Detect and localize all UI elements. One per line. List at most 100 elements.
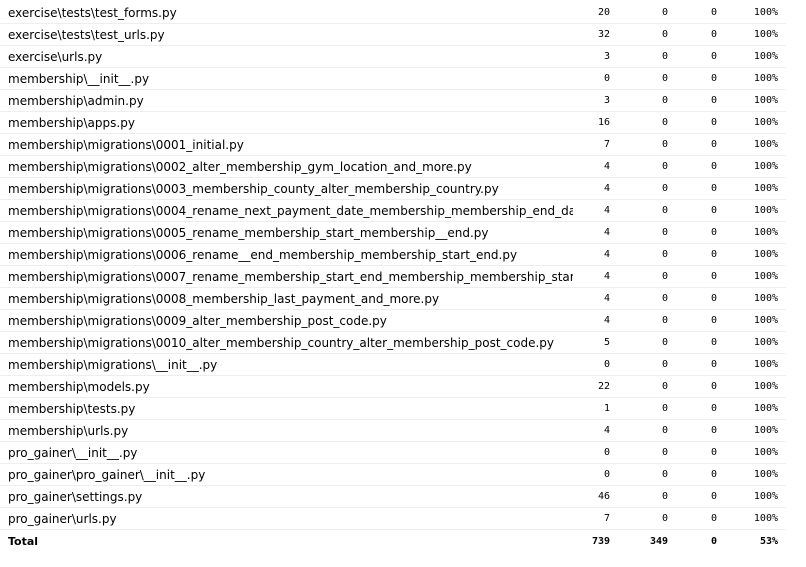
coverage-cell: 100%	[725, 89, 786, 112]
file-name-cell[interactable]: membership\models.py	[0, 375, 573, 398]
file-name-cell[interactable]: membership\migrations\__init__.py	[0, 353, 573, 376]
statements-cell: 4	[573, 221, 618, 244]
excluded-cell: 0	[676, 287, 725, 310]
statements-cell: 7	[573, 507, 618, 530]
statements-cell: 5	[573, 331, 618, 354]
file-name-cell[interactable]: membership\migrations\0005_rename_member…	[0, 221, 573, 244]
total-coverage: 53%	[759, 535, 778, 547]
coverage-cell: 100%	[725, 287, 786, 310]
statements-cell: 0	[573, 67, 618, 90]
table-row: pro_gainer\pro_gainer\__init__.py 0 0 0 100%	[0, 463, 786, 486]
excluded-cell: 0	[676, 2, 725, 24]
file-name-cell[interactable]: pro_gainer\pro_gainer\__init__.py	[0, 463, 573, 486]
missing-cell: 0	[618, 309, 676, 332]
table-row: membership\migrations\0002_alter_members…	[0, 155, 786, 178]
file-name-cell[interactable]: exercise\tests\test_forms.py	[0, 2, 573, 24]
excluded-cell: 0	[676, 23, 725, 46]
coverage-cell: 100%	[725, 485, 786, 508]
file-name-cell[interactable]: membership\admin.py	[0, 89, 573, 112]
excluded-cell: 0	[676, 133, 725, 156]
statements-cell: 4	[573, 155, 618, 178]
file-name-cell[interactable]: membership\migrations\0007_rename_member…	[0, 265, 573, 288]
missing-cell: 0	[618, 89, 676, 112]
missing-cell: 0	[618, 45, 676, 68]
excluded-cell: 0	[676, 331, 725, 354]
table-row: membership\migrations\0006_rename__end_m…	[0, 243, 786, 266]
statements-cell: 4	[573, 309, 618, 332]
statements-cell: 4	[573, 287, 618, 310]
excluded-cell: 0	[676, 507, 725, 530]
file-name-cell[interactable]: pro_gainer\settings.py	[0, 485, 573, 508]
missing-cell: 0	[618, 221, 676, 244]
coverage-cell: 100%	[725, 2, 786, 24]
file-name-cell[interactable]: membership\urls.py	[0, 419, 573, 442]
excluded-cell: 0	[676, 353, 725, 376]
missing-cell: 0	[618, 133, 676, 156]
missing-cell: 0	[618, 287, 676, 310]
total-label: Total	[8, 534, 39, 548]
file-name-cell[interactable]: membership\migrations\0009_alter_members…	[0, 309, 573, 332]
table-row: membership\apps.py 16 0 0 100%	[0, 111, 786, 134]
excluded-cell: 0	[676, 441, 725, 464]
table-row: membership\migrations\0004_rename_next_p…	[0, 199, 786, 222]
statements-cell: 46	[573, 485, 618, 508]
coverage-cell: 100%	[725, 199, 786, 222]
statements-cell: 0	[573, 463, 618, 486]
coverage-cell: 100%	[725, 155, 786, 178]
excluded-cell: 0	[676, 67, 725, 90]
total-missing: 349	[649, 535, 668, 547]
excluded-cell: 0	[676, 155, 725, 178]
table-row: membership\admin.py 3 0 0 100%	[0, 89, 786, 112]
statements-cell: 20	[573, 2, 618, 24]
coverage-cell: 100%	[725, 441, 786, 464]
excluded-cell: 0	[676, 45, 725, 68]
table-row: pro_gainer\__init__.py 0 0 0 100%	[0, 441, 786, 464]
coverage-cell: 100%	[725, 419, 786, 442]
missing-cell: 0	[618, 353, 676, 376]
file-name-cell[interactable]: membership\migrations\0003_membership_co…	[0, 177, 573, 200]
file-name-cell[interactable]: membership\migrations\0004_rename_next_p…	[0, 199, 573, 222]
statements-cell: 4	[573, 265, 618, 288]
missing-cell: 0	[618, 419, 676, 442]
file-name-cell[interactable]: exercise\urls.py	[0, 45, 573, 68]
coverage-cell: 100%	[725, 353, 786, 376]
total-statements: 739	[591, 535, 610, 547]
file-name-cell[interactable]: pro_gainer\__init__.py	[0, 441, 573, 464]
coverage-cell: 100%	[725, 67, 786, 90]
statements-cell: 4	[573, 177, 618, 200]
file-name-cell[interactable]: membership\apps.py	[0, 111, 573, 134]
statements-cell: 32	[573, 23, 618, 46]
excluded-cell: 0	[676, 177, 725, 200]
missing-cell: 0	[618, 485, 676, 508]
table-row: exercise\urls.py 3 0 0 100%	[0, 45, 786, 68]
file-name-cell[interactable]: membership\migrations\0010_alter_members…	[0, 331, 573, 354]
file-name-cell[interactable]: membership\migrations\0001_initial.py	[0, 133, 573, 156]
coverage-cell: 100%	[725, 23, 786, 46]
statements-cell: 1	[573, 397, 618, 420]
statements-cell: 4	[573, 199, 618, 222]
file-name-cell[interactable]: pro_gainer\urls.py	[0, 507, 573, 530]
coverage-cell: 100%	[725, 243, 786, 266]
table-row: pro_gainer\urls.py 7 0 0 100%	[0, 507, 786, 530]
excluded-cell: 0	[676, 89, 725, 112]
file-name-cell[interactable]: membership\migrations\0006_rename__end_m…	[0, 243, 573, 266]
table-row: membership\urls.py 4 0 0 100%	[0, 419, 786, 442]
excluded-cell: 0	[676, 111, 725, 134]
file-name-cell[interactable]: membership\tests.py	[0, 397, 573, 420]
file-name-cell[interactable]: exercise\tests\test_urls.py	[0, 23, 573, 46]
missing-cell: 0	[618, 23, 676, 46]
coverage-cell: 100%	[725, 375, 786, 398]
statements-cell: 4	[573, 243, 618, 266]
excluded-cell: 0	[676, 221, 725, 244]
table-row: pro_gainer\settings.py 46 0 0 100%	[0, 485, 786, 508]
file-name-cell[interactable]: membership\migrations\0002_alter_members…	[0, 155, 573, 178]
excluded-cell: 0	[676, 199, 725, 222]
excluded-cell: 0	[676, 463, 725, 486]
file-name-cell[interactable]: membership\migrations\0008_membership_la…	[0, 287, 573, 310]
total-excluded: 0	[710, 535, 717, 547]
excluded-cell: 0	[676, 419, 725, 442]
file-name-cell[interactable]: membership\__init__.py	[0, 67, 573, 90]
missing-cell: 0	[618, 397, 676, 420]
missing-cell: 0	[618, 155, 676, 178]
table-row: membership\models.py 22 0 0 100%	[0, 375, 786, 398]
